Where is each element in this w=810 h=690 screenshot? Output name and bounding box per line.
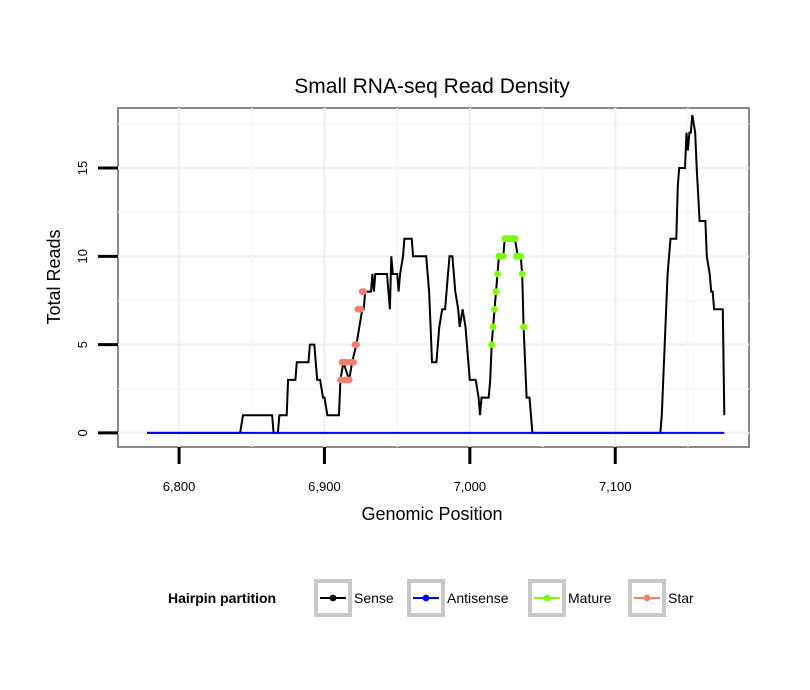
legend-title: Hairpin partition xyxy=(168,590,276,606)
y-tick-label: 15 xyxy=(75,161,90,175)
legend-label-antisense: Antisense xyxy=(447,590,509,606)
y-axis: 0 5 10 15 xyxy=(75,161,118,437)
x-tick-label: 7,100 xyxy=(599,479,632,494)
y-axis-title: Total Reads xyxy=(44,229,64,324)
y-tick-label: 5 xyxy=(75,341,90,348)
data-point-mature xyxy=(520,323,528,331)
data-point-mature xyxy=(492,288,500,296)
data-point-mature xyxy=(518,270,526,278)
data-point-mature xyxy=(517,252,525,260)
legend-label-sense: Sense xyxy=(354,590,394,606)
legend-key-point xyxy=(422,594,430,602)
x-tick-label: 6,800 xyxy=(163,479,196,494)
data-point-mature xyxy=(499,252,507,260)
x-axis-title: Genomic Position xyxy=(361,504,502,524)
data-point-mature xyxy=(489,323,497,331)
data-point-star xyxy=(357,305,365,313)
data-point-star xyxy=(350,358,357,366)
legend-label-star: Star xyxy=(668,590,694,606)
data-point-mature xyxy=(488,341,496,348)
data-point-star xyxy=(360,288,368,296)
y-tick-label: 10 xyxy=(75,249,90,263)
x-tick-label: 7,000 xyxy=(454,479,487,494)
series-layer xyxy=(147,114,726,434)
legend-key-point xyxy=(329,594,337,602)
data-point-mature xyxy=(491,305,498,313)
data-point-star xyxy=(353,341,360,348)
series-line-sense xyxy=(147,114,726,434)
legend-label-mature: Mature xyxy=(568,590,612,606)
legend-key-point xyxy=(543,594,551,602)
x-axis: 6,800 6,900 7,000 7,100 xyxy=(163,447,632,494)
data-point-star xyxy=(345,376,353,384)
y-tick-label: 0 xyxy=(75,429,90,436)
legend: Hairpin partition Sense Antisense Mature St… xyxy=(168,579,694,617)
plot-panel xyxy=(117,107,750,448)
chart-title: Small RNA-seq Read Density xyxy=(294,75,570,98)
data-point-mature xyxy=(494,270,501,278)
legend-key-point xyxy=(643,594,651,602)
x-tick-label: 6,900 xyxy=(308,479,341,494)
data-point-mature xyxy=(511,235,519,243)
